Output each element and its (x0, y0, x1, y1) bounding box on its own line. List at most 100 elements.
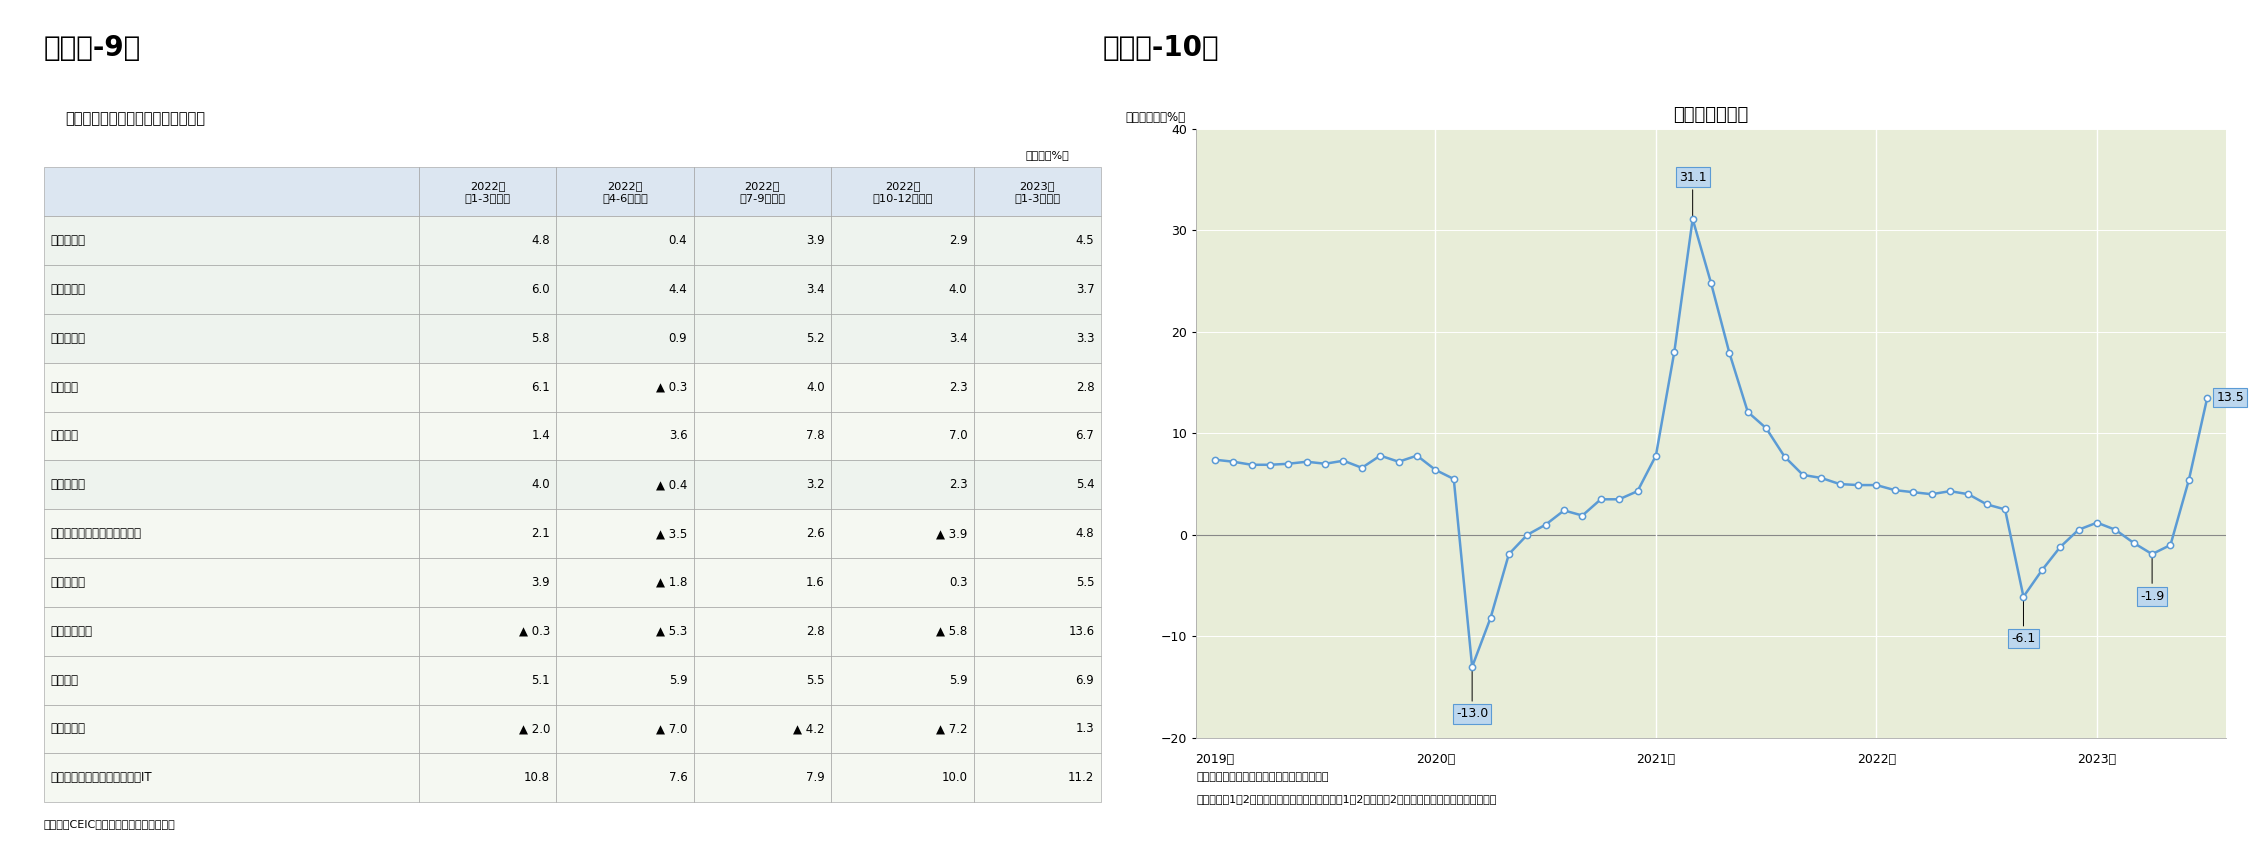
Bar (832, 558, 974, 607)
Text: （資料）CEIC（出所は中国国家統計局）: （資料）CEIC（出所は中国国家統計局） (43, 819, 175, 830)
Bar (43, 461, 418, 509)
Text: 3.2: 3.2 (805, 478, 825, 492)
Text: ▲ 3.5: ▲ 3.5 (657, 527, 688, 540)
Bar (43, 704, 418, 753)
Text: 11.2: 11.2 (1068, 771, 1095, 784)
Bar (556, 314, 693, 363)
Bar (832, 704, 974, 753)
Bar (832, 656, 974, 704)
Text: 第２次産業: 第２次産業 (49, 332, 85, 345)
Text: （単位：%）: （単位：%） (1026, 150, 1068, 160)
Text: （前年同月比%）: （前年同月比%） (1124, 112, 1185, 124)
Bar (43, 607, 418, 656)
Bar (974, 314, 1100, 363)
Bar (556, 363, 693, 412)
Bar (832, 607, 974, 656)
Bar (43, 753, 418, 802)
Text: 1.3: 1.3 (1075, 722, 1095, 735)
Text: 金融業: 金融業 (49, 674, 79, 686)
Text: 10.8: 10.8 (524, 771, 551, 784)
Bar (693, 558, 832, 607)
Bar (418, 363, 556, 412)
Bar (556, 265, 693, 314)
Text: ▲ 1.8: ▲ 1.8 (657, 576, 688, 589)
Bar (43, 363, 418, 412)
Bar (974, 265, 1100, 314)
Text: 13.6: 13.6 (1068, 625, 1095, 637)
Text: （図表-9）: （図表-9） (43, 34, 142, 63)
Bar (418, 607, 556, 656)
Text: 2022年: 2022年 (1858, 753, 1896, 766)
Bar (418, 558, 556, 607)
Bar (974, 704, 1100, 753)
Bar (693, 509, 832, 558)
Text: 7.6: 7.6 (668, 771, 688, 784)
Text: ▲ 5.8: ▲ 5.8 (936, 625, 967, 637)
Bar (974, 753, 1100, 802)
Bar (418, 265, 556, 314)
Bar (693, 314, 832, 363)
Text: 2.9: 2.9 (949, 234, 967, 247)
Text: 4.8: 4.8 (531, 234, 551, 247)
Text: 31.1: 31.1 (1678, 171, 1707, 216)
Bar (693, 265, 832, 314)
Text: 2.1: 2.1 (531, 527, 551, 540)
Bar (974, 216, 1100, 265)
Bar (556, 607, 693, 656)
Bar (974, 607, 1100, 656)
Text: （図表-10）: （図表-10） (1102, 34, 1219, 63)
Bar (556, 656, 693, 704)
Text: 4.0: 4.0 (805, 381, 825, 394)
Text: 2.3: 2.3 (949, 381, 967, 394)
Text: ▲ 7.2: ▲ 7.2 (936, 722, 967, 735)
Text: 宿泊飲食業: 宿泊飲食業 (49, 625, 92, 637)
Bar (43, 656, 418, 704)
Text: 2.8: 2.8 (1075, 381, 1095, 394)
Bar (43, 558, 418, 607)
Text: ▲ 0.4: ▲ 0.4 (657, 478, 688, 492)
Bar (556, 216, 693, 265)
Text: 6.1: 6.1 (531, 381, 551, 394)
Text: 3.6: 3.6 (668, 430, 688, 443)
Bar (418, 216, 556, 265)
Text: 3.3: 3.3 (1075, 332, 1095, 345)
Text: 2023年: 2023年 (2078, 753, 2116, 766)
Text: 4.0: 4.0 (949, 283, 967, 296)
Text: 1.4: 1.4 (531, 430, 551, 443)
Text: 7.0: 7.0 (949, 430, 967, 443)
Bar (418, 753, 556, 802)
Text: 情報通信・ソフトウェア・IT: 情報通信・ソフトウェア・IT (49, 771, 151, 784)
Text: -1.9: -1.9 (2141, 557, 2164, 602)
Text: 第１次産業: 第１次産業 (49, 283, 85, 296)
Bar (832, 167, 974, 216)
Bar (556, 461, 693, 509)
Text: 6.0: 6.0 (531, 283, 551, 296)
Text: 4.8: 4.8 (1075, 527, 1095, 540)
Text: 0.9: 0.9 (668, 332, 688, 345)
Text: 建築業: 建築業 (49, 430, 79, 443)
Text: 3.9: 3.9 (805, 234, 825, 247)
Bar (556, 558, 693, 607)
Text: 4.4: 4.4 (668, 283, 688, 296)
Text: ▲ 2.0: ▲ 2.0 (520, 722, 551, 735)
Text: 2022年
（4-6月期）: 2022年 （4-6月期） (603, 181, 648, 202)
Bar (556, 167, 693, 216)
Text: ▲ 7.0: ▲ 7.0 (657, 722, 688, 735)
Text: 製造業: 製造業 (49, 381, 79, 394)
Text: 10.0: 10.0 (942, 771, 967, 784)
Text: 第３次産業: 第３次産業 (49, 478, 85, 492)
Bar (418, 704, 556, 753)
Text: 2.8: 2.8 (805, 625, 825, 637)
Text: 卸小売業: 卸小売業 (49, 576, 85, 589)
Bar (43, 216, 418, 265)
Bar (693, 753, 832, 802)
Text: 4.0: 4.0 (531, 478, 551, 492)
Text: 産業別の実質成長率（前年同期比）: 産業別の実質成長率（前年同期比） (65, 112, 205, 126)
Bar (693, 607, 832, 656)
Text: 3.9: 3.9 (531, 576, 551, 589)
Bar (418, 314, 556, 363)
Text: 5.1: 5.1 (531, 674, 551, 686)
Bar (832, 314, 974, 363)
Text: 5.9: 5.9 (949, 674, 967, 686)
Text: 5.8: 5.8 (531, 332, 551, 345)
